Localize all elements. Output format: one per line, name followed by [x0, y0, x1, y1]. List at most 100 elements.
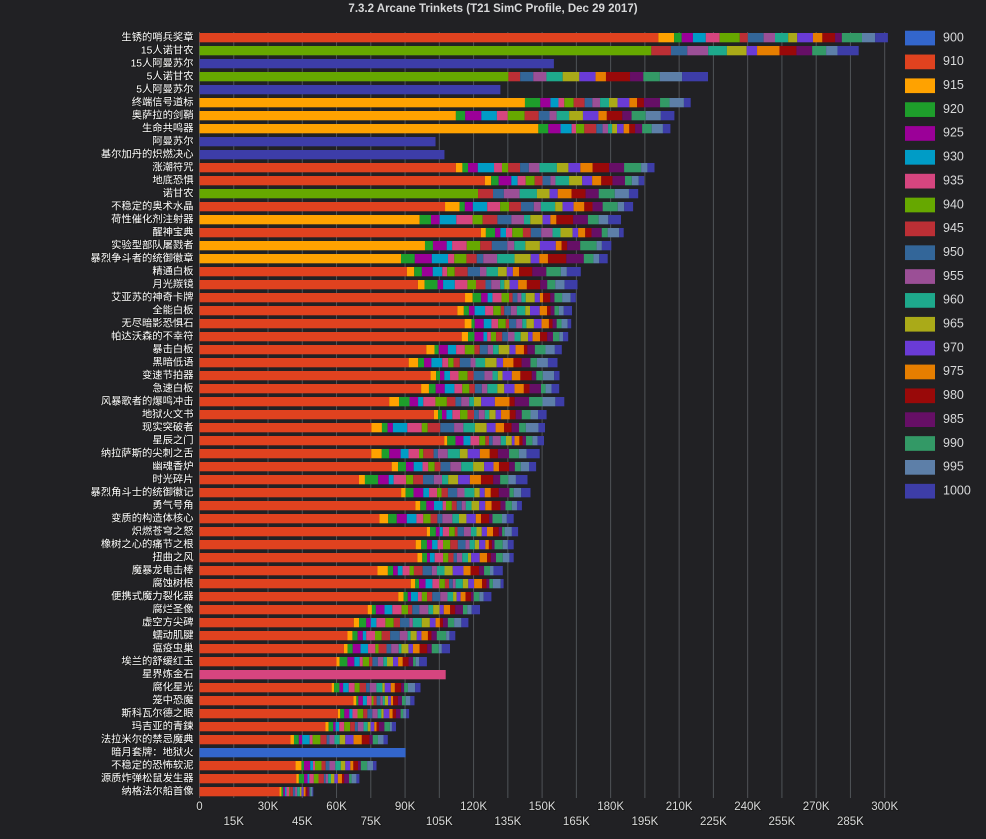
svg-text:斯科瓦尔德之眼: 斯科瓦尔德之眼	[121, 706, 193, 719]
svg-text:1000: 1000	[943, 483, 971, 497]
svg-text:急速白板: 急速白板	[152, 381, 193, 394]
svg-text:奥萨拉的剑鞘: 奥萨拉的剑鞘	[132, 108, 194, 121]
svg-text:210K: 210K	[666, 801, 693, 813]
svg-text:300K: 300K	[871, 801, 898, 813]
svg-text:180K: 180K	[597, 801, 624, 813]
svg-text:135K: 135K	[494, 816, 521, 828]
svg-text:瘟疫虫巢: 瘟疫虫巢	[152, 641, 193, 654]
svg-text:270K: 270K	[803, 801, 830, 813]
svg-text:生锈的哨兵奖章: 生锈的哨兵奖章	[121, 30, 193, 43]
svg-text:910: 910	[943, 54, 964, 68]
svg-text:玛吉亚的青鍊: 玛吉亚的青鍊	[132, 719, 194, 732]
svg-text:炽燃苍穹之怒: 炽燃苍穹之怒	[132, 524, 194, 537]
svg-text:风暴歌者的爆鸣冲击: 风暴歌者的爆鸣冲击	[101, 394, 194, 407]
svg-text:诺甘农: 诺甘农	[163, 186, 194, 199]
svg-text:变速节拍器: 变速节拍器	[142, 368, 193, 381]
svg-text:醒神宝典: 醒神宝典	[152, 225, 193, 238]
svg-text:纳格法尔船首像: 纳格法尔船首像	[121, 784, 193, 797]
svg-text:165K: 165K	[563, 816, 590, 828]
svg-text:变质的构造体核心: 变质的构造体核心	[111, 511, 193, 524]
svg-text:90K: 90K	[395, 801, 416, 813]
svg-text:240K: 240K	[734, 801, 761, 813]
svg-text:橡树之心的痛节之根: 橡树之心的痛节之根	[101, 537, 194, 550]
svg-text:勇气号角: 勇气号角	[152, 498, 193, 511]
svg-text:帕达沃森的不幸符: 帕达沃森的不幸符	[111, 329, 193, 342]
svg-text:不稳定的恐怖软泥: 不稳定的恐怖软泥	[111, 758, 193, 771]
svg-text:月光羰镜: 月光羰镜	[152, 277, 193, 290]
svg-text:生命共鸣器: 生命共鸣器	[142, 121, 193, 134]
svg-text:无尽暗影恐惧石: 无尽暗影恐惧石	[121, 316, 193, 329]
svg-text:法拉米尔的禁忌魔典: 法拉米尔的禁忌魔典	[101, 732, 194, 745]
svg-text:930: 930	[943, 150, 964, 164]
svg-text:955: 955	[943, 269, 964, 283]
svg-text:暴击白板: 暴击白板	[152, 342, 193, 355]
svg-text:940: 940	[943, 197, 964, 211]
svg-text:星辰之门: 星辰之门	[152, 433, 193, 446]
svg-text:5人阿曼苏尔: 5人阿曼苏尔	[136, 82, 193, 95]
svg-text:285K: 285K	[837, 816, 864, 828]
svg-text:105K: 105K	[426, 816, 453, 828]
svg-text:纳拉萨斯的尖刺之舌: 纳拉萨斯的尖刺之舌	[101, 446, 194, 459]
svg-text:5人诺甘农: 5人诺甘农	[147, 69, 194, 82]
svg-text:990: 990	[943, 436, 964, 450]
svg-text:950: 950	[943, 245, 964, 259]
svg-text:915: 915	[943, 78, 964, 92]
svg-text:阿曼苏尔: 阿曼苏尔	[152, 134, 193, 147]
svg-text:935: 935	[943, 173, 964, 187]
svg-text:便携式魔力裂化器: 便携式魔力裂化器	[111, 589, 193, 602]
svg-text:魔暴龙电击棒: 魔暴龙电击棒	[132, 563, 194, 576]
svg-text:腐烂圣像: 腐烂圣像	[152, 602, 193, 615]
svg-text:30K: 30K	[258, 801, 279, 813]
svg-text:975: 975	[943, 364, 964, 378]
svg-text:地底恐惧: 地底恐惧	[152, 173, 193, 186]
svg-text:黑暗低语: 黑暗低语	[152, 355, 193, 368]
svg-text:75K: 75K	[361, 816, 382, 828]
svg-text:荷性催化剂注射器: 荷性催化剂注射器	[111, 212, 193, 225]
svg-text:腐蚀树根: 腐蚀树根	[152, 576, 193, 589]
svg-text:蠕动肌腱: 蠕动肌腱	[152, 629, 193, 641]
svg-text:幽魂香炉: 幽魂香炉	[152, 459, 193, 472]
svg-text:970: 970	[943, 340, 964, 354]
svg-text:暴烈角斗士的统御徽记: 暴烈角斗士的统御徽记	[91, 485, 194, 498]
svg-text:945: 945	[943, 221, 964, 235]
svg-text:暴烈争斗者的统御徽章: 暴烈争斗者的统御徽章	[91, 251, 194, 264]
svg-text:960: 960	[943, 293, 964, 307]
svg-text:虚空方尖碑: 虚空方尖碑	[142, 615, 193, 628]
svg-text:195K: 195K	[631, 816, 658, 828]
svg-text:45K: 45K	[292, 816, 313, 828]
svg-text:基尔加丹的炽燃决心: 基尔加丹的炽燃决心	[101, 147, 194, 160]
svg-text:源质炸弹松鼠发生器: 源质炸弹松鼠发生器	[101, 771, 194, 784]
svg-text:985: 985	[943, 412, 964, 426]
svg-text:全能白板: 全能白板	[152, 303, 193, 316]
svg-text:900: 900	[943, 30, 964, 44]
svg-text:终端信号道标: 终端信号道标	[132, 95, 194, 108]
svg-text:150K: 150K	[529, 801, 556, 813]
svg-text:精通白板: 精通白板	[152, 264, 193, 277]
svg-text:980: 980	[943, 388, 964, 402]
svg-text:埃兰的舒缓红玉: 埃兰的舒缓红玉	[121, 654, 193, 667]
svg-text:255K: 255K	[768, 816, 795, 828]
svg-text:艾亚苏的神奇卡牌: 艾亚苏的神奇卡牌	[111, 290, 193, 303]
svg-text:涨潮符咒: 涨潮符咒	[152, 160, 193, 173]
svg-text:120K: 120K	[460, 801, 487, 813]
svg-text:965: 965	[943, 317, 964, 331]
svg-text:现实突破者: 现实突破者	[142, 420, 193, 433]
svg-text:15K: 15K	[224, 816, 245, 828]
svg-text:不稳定的奥术水晶: 不稳定的奥术水晶	[111, 199, 193, 212]
svg-text:星界炼金石: 星界炼金石	[142, 667, 193, 680]
svg-text:地狱火文书: 地狱火文书	[142, 407, 193, 420]
svg-text:60K: 60K	[326, 801, 347, 813]
svg-text:925: 925	[943, 126, 964, 140]
svg-text:实验型部队屠戮者: 实验型部队屠戮者	[111, 238, 193, 251]
svg-text:920: 920	[943, 102, 964, 116]
svg-text:笼中恐魔: 笼中恐魔	[152, 693, 193, 706]
svg-text:995: 995	[943, 460, 964, 474]
svg-text:15人阿曼苏尔: 15人阿曼苏尔	[131, 56, 194, 69]
svg-text:15人诺甘农: 15人诺甘农	[141, 43, 194, 56]
svg-text:225K: 225K	[700, 816, 727, 828]
svg-text:暗月套牌：地狱火: 暗月套牌：地狱火	[111, 745, 193, 758]
svg-text:时光碎片: 时光碎片	[152, 472, 193, 485]
svg-text:0: 0	[196, 801, 202, 813]
svg-text:腐化星光: 腐化星光	[152, 680, 193, 693]
svg-text:扭曲之风: 扭曲之风	[152, 550, 193, 563]
